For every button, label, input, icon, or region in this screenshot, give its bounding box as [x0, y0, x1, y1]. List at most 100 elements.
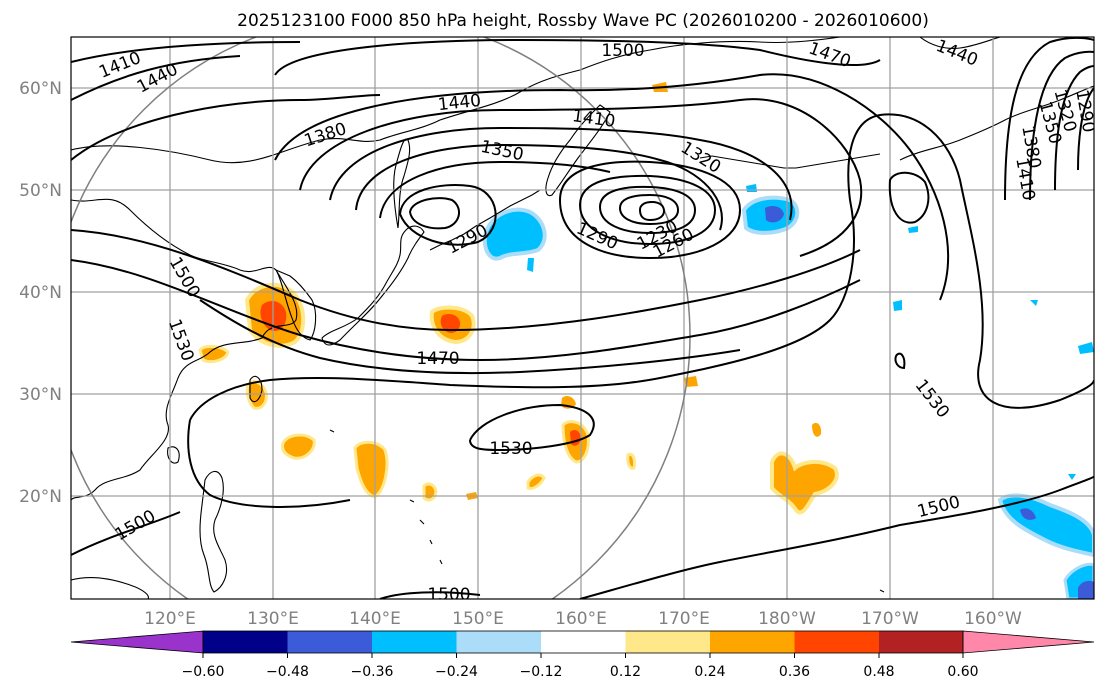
contour-label: 1290 — [1071, 88, 1098, 134]
coast-philippines — [199, 470, 228, 593]
lat-tick-label: 60°N — [19, 79, 62, 99]
patch-blue-aleutian-core — [765, 206, 784, 223]
colorbar-segment — [541, 631, 626, 653]
patch-small-4 — [526, 473, 546, 490]
patch-south-china-sea — [281, 433, 316, 460]
patch-china-coast — [198, 344, 230, 364]
contour-line — [274, 38, 881, 76]
map-panel: 1410 1440 1500 1470 1440 1440 1410 1380 … — [70, 36, 1098, 600]
coast-kamchatka — [545, 104, 611, 197]
patch-blue-corner-core — [1078, 580, 1094, 599]
contour-line — [638, 200, 666, 222]
colorbar-segment — [879, 631, 963, 653]
lon-tick-label: 160°E — [555, 609, 607, 629]
contour-line — [189, 113, 1094, 421]
contour-line — [379, 591, 481, 599]
contour-line — [379, 160, 611, 219]
colorbar-segment — [710, 631, 795, 653]
colorbar-tick-label: 0.12 — [610, 664, 641, 680]
contour-line — [329, 126, 793, 221]
contour-line — [618, 193, 680, 226]
coast-hainan — [167, 446, 180, 464]
contour-label: 1500 — [601, 41, 644, 61]
coast-japan — [321, 225, 425, 346]
contour-line — [299, 98, 863, 257]
lon-tick-label: 170°E — [658, 609, 710, 629]
patch-blue-tiny-2 — [893, 300, 902, 311]
patch-japan-sea-core — [440, 314, 461, 333]
patch-small-7 — [812, 422, 822, 437]
colorbar-tick-label: 0.36 — [779, 664, 810, 680]
coast-peninsula — [274, 268, 317, 341]
contour-line — [578, 174, 717, 246]
gridlines — [71, 37, 1094, 599]
patch-blue-small — [527, 258, 534, 272]
contour-line — [1077, 87, 1094, 171]
contour-line — [274, 73, 949, 301]
colorbar-segment — [794, 631, 879, 653]
colorbar-segment — [456, 631, 541, 653]
patch-small-1 — [422, 482, 438, 502]
contour-line — [888, 171, 930, 224]
colorbar: −0.60 −0.48 −0.36 −0.24 −0.12 0.12 0.24 … — [70, 630, 1095, 680]
coast-taiwan — [249, 375, 263, 403]
contour-line — [408, 197, 461, 230]
map-frame — [70, 36, 1095, 600]
patch-blue-southeast-core — [1020, 508, 1036, 520]
patch-philippine-sea — [353, 440, 389, 499]
contour-line — [558, 160, 742, 260]
coast-asia — [71, 198, 298, 501]
lon-tick-label: 140°E — [349, 609, 401, 629]
contour-line — [598, 185, 697, 235]
contour-line — [1054, 65, 1094, 191]
lon-tick-label: 180°W — [758, 609, 816, 629]
height-contours — [71, 37, 1094, 599]
colorbar-segment — [287, 631, 372, 653]
lon-tick-label: 170°W — [861, 609, 919, 629]
patch-blue-east — [1078, 342, 1094, 354]
contour-line — [71, 259, 861, 362]
patch-blue-tiny-1 — [908, 226, 918, 233]
contour-line — [579, 475, 1094, 599]
lon-tick-label: 120°E — [144, 609, 196, 629]
patch-blue-kurils — [482, 207, 547, 261]
colorbar-tick-label: 0.24 — [694, 664, 725, 680]
lon-tick-label: 130°E — [247, 609, 299, 629]
lon-tick-labels: 120°E 130°E 140°E 150°E 160°E 170°E 180°… — [144, 609, 1022, 629]
contour-line — [187, 419, 351, 508]
colorbar-tick-label: 0.48 — [863, 664, 894, 680]
lat-tick-label: 20°N — [19, 487, 62, 507]
contour-line — [469, 403, 595, 452]
patch-blue-tiny-3 — [1030, 300, 1038, 306]
contour-label: 1470 — [416, 349, 459, 369]
coast-alaska — [899, 37, 1094, 161]
map-content: 1410 1440 1500 1470 1440 1440 1410 1380 … — [71, 37, 1098, 599]
colorbar-tick-label: −0.12 — [520, 664, 563, 680]
contour-label: 1440 — [437, 91, 482, 115]
plot-title: 2025123100 F000 850 hPa height, Rossby W… — [237, 11, 929, 31]
colorbar-tick-label: −0.60 — [182, 664, 225, 680]
contour-line — [71, 229, 861, 332]
coast-kurils — [429, 189, 541, 251]
colorbar-tick-label: −0.48 — [266, 664, 309, 680]
contour-line — [71, 41, 301, 63]
map-background — [71, 37, 1094, 599]
contour-line — [894, 352, 906, 370]
contour-line — [1029, 50, 1094, 201]
patch-blue-tiny-4 — [1068, 474, 1076, 480]
contour-line — [71, 511, 181, 556]
contour-line — [398, 184, 497, 246]
colorbar-segment — [203, 631, 288, 653]
colorbar-tick-label: 0.60 — [947, 664, 978, 680]
colorbar-segment — [625, 631, 710, 653]
colorbar-extend-left — [70, 630, 204, 654]
contour-line — [1004, 37, 1094, 201]
contour-line — [199, 299, 741, 375]
contour-line — [355, 143, 723, 231]
contour-line — [71, 94, 381, 161]
lon-tick-label: 150°E — [452, 609, 504, 629]
patch-dateline — [770, 451, 839, 515]
lat-tick-label: 40°N — [19, 283, 62, 303]
colorbar-frame — [202, 630, 964, 654]
